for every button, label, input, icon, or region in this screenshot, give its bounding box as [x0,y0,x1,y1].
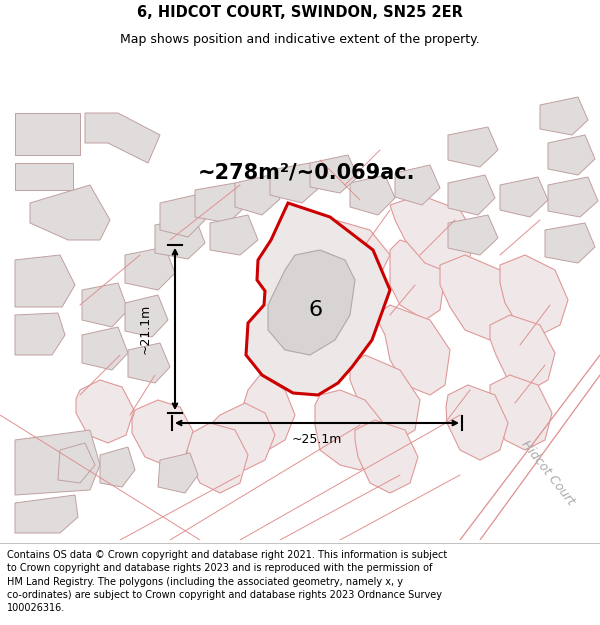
Polygon shape [395,165,440,205]
Polygon shape [246,203,390,395]
Polygon shape [15,255,75,307]
Polygon shape [390,195,475,273]
Text: 6: 6 [309,300,323,320]
Polygon shape [315,390,385,470]
Polygon shape [350,175,395,215]
Text: ~25.1m: ~25.1m [292,433,342,446]
Polygon shape [85,113,160,163]
Polygon shape [210,403,275,470]
Polygon shape [58,443,95,483]
Polygon shape [490,375,552,450]
Polygon shape [128,343,170,383]
Polygon shape [540,97,588,135]
Polygon shape [15,313,65,355]
Polygon shape [82,327,128,370]
Text: ~278m²/~0.069ac.: ~278m²/~0.069ac. [198,163,415,183]
Polygon shape [160,195,205,237]
Polygon shape [186,423,248,493]
Polygon shape [125,295,168,337]
Polygon shape [15,113,80,155]
Polygon shape [132,400,193,465]
Polygon shape [155,217,205,259]
Polygon shape [548,177,598,217]
Polygon shape [350,355,420,440]
Polygon shape [15,495,78,533]
Polygon shape [375,305,450,395]
Polygon shape [390,240,445,320]
Polygon shape [448,175,495,215]
Polygon shape [15,430,100,495]
Polygon shape [500,255,568,335]
Polygon shape [355,420,418,493]
Text: ~21.1m: ~21.1m [139,304,152,354]
Polygon shape [440,255,515,340]
Polygon shape [82,283,128,327]
Text: Contains OS data © Crown copyright and database right 2021. This information is : Contains OS data © Crown copyright and d… [7,550,448,613]
Polygon shape [195,183,245,223]
Polygon shape [76,380,134,443]
Polygon shape [240,375,295,450]
Polygon shape [270,163,320,203]
Text: Map shows position and indicative extent of the property.: Map shows position and indicative extent… [120,33,480,46]
Polygon shape [30,185,110,240]
Polygon shape [490,315,555,390]
Polygon shape [158,453,198,493]
Polygon shape [15,163,73,190]
Polygon shape [448,127,498,167]
Polygon shape [545,223,595,263]
Polygon shape [285,210,390,280]
Polygon shape [448,215,498,255]
Polygon shape [125,247,175,290]
Polygon shape [500,177,548,217]
Polygon shape [100,447,135,487]
Polygon shape [548,135,595,175]
Polygon shape [235,175,280,215]
Polygon shape [446,385,508,460]
Text: Hidcot Court: Hidcot Court [519,438,577,508]
Text: 6, HIDCOT COURT, SWINDON, SN25 2ER: 6, HIDCOT COURT, SWINDON, SN25 2ER [137,4,463,19]
Polygon shape [310,155,358,193]
Polygon shape [210,215,258,255]
Polygon shape [268,250,355,355]
